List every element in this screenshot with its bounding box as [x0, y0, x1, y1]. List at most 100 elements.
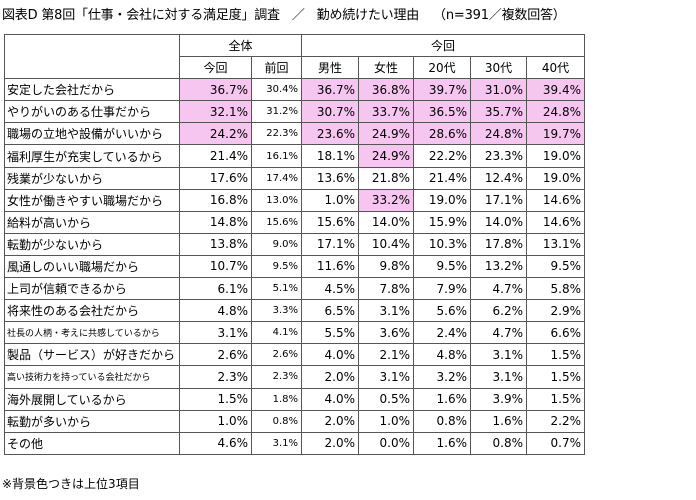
value-cell: 17.8%: [470, 232, 528, 256]
value-cell: 0.7%: [526, 431, 586, 455]
value-cell: 0.5%: [358, 387, 415, 411]
value-cell: 4.1%: [251, 321, 303, 345]
row-label: 高い技術力を持っている会社だから: [3, 365, 181, 389]
corner-cell: [3, 33, 181, 80]
value-cell: 21.4%: [413, 166, 472, 190]
value-cell: 21.8%: [358, 166, 415, 190]
value-cell: 9.5%: [251, 254, 303, 279]
value-cell: 4.7%: [470, 321, 528, 345]
title-main: 図表D 第8回「仕事・会社に対する満足度」調査: [2, 8, 280, 23]
value-cell: 24.2%: [179, 122, 253, 146]
value-cell: 9.5%: [526, 254, 586, 279]
value-cell: 2.1%: [358, 343, 415, 367]
value-cell: 2.6%: [251, 343, 303, 367]
value-cell: 32.1%: [179, 100, 253, 124]
value-cell: 0.8%: [470, 431, 528, 455]
value-cell: 6.5%: [301, 299, 360, 323]
row-label: 安定した会社だから: [3, 78, 181, 102]
column-header-row: 今回 前回 男性 女性 20代 30代 40代: [5, 56, 586, 80]
value-cell: 10.7%: [179, 254, 253, 279]
table-row: 給料が高いから 14.8% 15.6% 15.6% 14.0% 15.9% 14.0% 14.…: [3, 210, 586, 234]
row-label: 風通しのいい職場だから: [3, 254, 181, 279]
value-cell: 1.0%: [358, 409, 415, 433]
value-cell: 4.8%: [179, 299, 253, 323]
value-cell: 35.7%: [470, 100, 528, 124]
value-cell: 5.5%: [301, 321, 360, 345]
value-cell: 1.0%: [301, 188, 360, 212]
table-row: 上司が信頼できるから 6.1% 5.1% 4.5% 7.8% 7.9% 4.7% 5.8%: [3, 277, 586, 301]
value-cell: 17.6%: [179, 166, 253, 190]
value-cell: 2.4%: [413, 321, 472, 345]
table-row: 福利厚生が充実しているから 21.4% 16.1% 18.1% 24.9% 22.2% 23…: [3, 144, 586, 168]
value-cell: 0.8%: [251, 409, 303, 433]
value-cell: 2.2%: [526, 409, 586, 433]
value-cell: 5.8%: [526, 277, 586, 301]
value-cell: 30.4%: [251, 78, 303, 102]
value-cell: 24.8%: [526, 100, 586, 124]
value-cell: 5.6%: [413, 299, 472, 323]
document-title: 図表D 第8回「仕事・会社に対する満足度」調査 ／ 勤め続けたい理由 （n=391／複…: [2, 4, 566, 23]
value-cell: 36.5%: [413, 100, 472, 124]
value-cell: 3.2%: [413, 365, 472, 389]
value-cell: 2.0%: [301, 409, 360, 433]
table-row: 職場の立地や設備がいいから 24.2% 22.3% 23.6% 24.9% 28.6% 24…: [3, 122, 586, 146]
value-cell: 7.9%: [413, 277, 472, 301]
value-cell: 1.0%: [179, 409, 253, 433]
value-cell: 3.1%: [470, 365, 528, 389]
table-row: 社長の人柄・考えに共感しているから 3.1% 4.1% 5.5% 3.6% 2.4% 4.7…: [3, 321, 586, 345]
group-header-current: 今回: [301, 33, 586, 58]
value-cell: 14.0%: [470, 210, 528, 234]
value-cell: 14.6%: [526, 210, 586, 234]
value-cell: 1.5%: [526, 387, 586, 411]
value-cell: 33.2%: [358, 188, 415, 212]
row-label: 職場の立地や設備がいいから: [3, 122, 181, 146]
value-cell: 13.1%: [526, 232, 586, 256]
value-cell: 1.5%: [526, 365, 586, 389]
table-body: 全体 今回 今回 前回 男性 女性 20代 30代 40代 安定した会社だから 3…: [3, 33, 586, 455]
value-cell: 4.6%: [179, 431, 253, 455]
value-cell: 39.7%: [413, 78, 472, 102]
value-cell: 36.7%: [179, 78, 253, 102]
column-header: 今回: [179, 56, 253, 80]
value-cell: 14.6%: [526, 188, 586, 212]
value-cell: 2.3%: [179, 365, 253, 389]
table-row: 安定した会社だから 36.7% 30.4% 36.7% 36.8% 39.7% 31.0% 3…: [3, 78, 586, 102]
value-cell: 28.6%: [413, 122, 472, 146]
value-cell: 3.1%: [358, 299, 415, 323]
value-cell: 19.0%: [526, 144, 586, 168]
row-label: 女性が働きやすい職場だから: [3, 188, 181, 212]
value-cell: 24.9%: [358, 144, 415, 168]
title-subject: 勤め続けたい理由: [316, 8, 420, 23]
value-cell: 3.3%: [251, 299, 303, 323]
row-label: 転勤が少ないから: [3, 232, 181, 256]
value-cell: 11.6%: [301, 254, 360, 279]
value-cell: 3.1%: [251, 431, 303, 455]
value-cell: 15.9%: [413, 210, 472, 234]
value-cell: 14.0%: [358, 210, 415, 234]
row-label: 海外展開しているから: [3, 387, 181, 411]
value-cell: 0.8%: [413, 409, 472, 433]
table-row: やりがいのある仕事だから 32.1% 31.2% 30.7% 33.7% 36.5% 35.…: [3, 100, 586, 124]
value-cell: 13.6%: [301, 166, 360, 190]
value-cell: 24.9%: [358, 122, 415, 146]
value-cell: 7.8%: [358, 277, 415, 301]
value-cell: 3.1%: [470, 343, 528, 367]
value-cell: 9.5%: [413, 254, 472, 279]
value-cell: 4.0%: [301, 387, 360, 411]
value-cell: 14.8%: [179, 210, 253, 234]
value-cell: 9.0%: [251, 232, 303, 256]
row-label: その他: [3, 431, 181, 455]
group-header-row: 全体 今回: [3, 33, 586, 80]
value-cell: 1.6%: [470, 409, 528, 433]
value-cell: 2.6%: [179, 343, 253, 367]
table-row: 風通しのいい職場だから 10.7% 9.5% 11.6% 9.8% 9.5% 13.2% 9.…: [3, 254, 586, 279]
value-cell: 13.8%: [179, 232, 253, 256]
value-cell: 3.1%: [179, 321, 253, 345]
footnote: ※背景色つきは上位3項目: [2, 477, 140, 491]
value-cell: 19.0%: [526, 166, 586, 190]
table-row: 製品（サービス）が好きだから 2.6% 2.6% 4.0% 2.1% 4.8% 3.1% 1.…: [3, 343, 586, 367]
value-cell: 13.0%: [251, 188, 303, 212]
row-label: 給料が高いから: [3, 210, 181, 234]
value-cell: 15.6%: [251, 210, 303, 234]
value-cell: 23.6%: [301, 122, 360, 146]
